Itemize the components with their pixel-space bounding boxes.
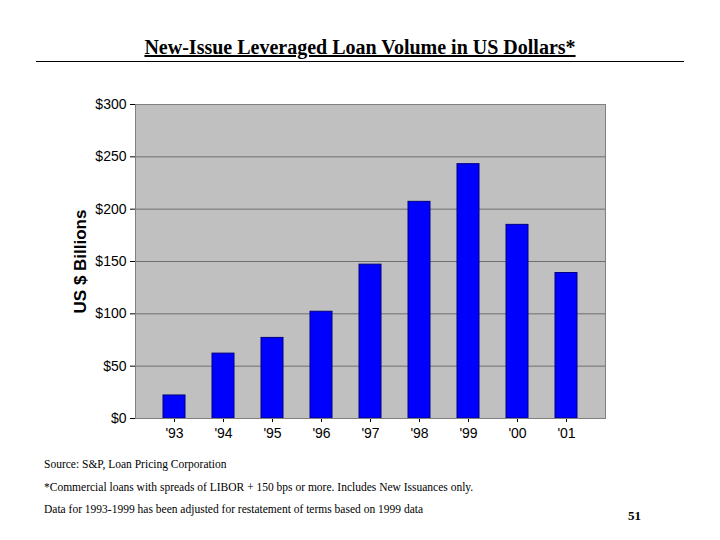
svg-text:'94: '94 <box>214 425 232 441</box>
svg-text:$100: $100 <box>95 305 126 321</box>
html-text:51: 51 <box>628 508 641 523</box>
svg-text:'01: '01 <box>557 425 575 441</box>
svg-text:US $ Billions: US $ Billions <box>71 210 90 314</box>
svg-text:'97: '97 <box>361 425 379 441</box>
html-text:Data for 1993-1999 has been ad: Data for 1993-1999 has been adjusted for… <box>44 503 424 515</box>
svg-text:'98: '98 <box>410 425 428 441</box>
svg-text:'99: '99 <box>459 425 477 441</box>
svg-text:'93: '93 <box>165 425 183 441</box>
svg-text:$0: $0 <box>111 410 127 426</box>
svg-text:$150: $150 <box>95 253 126 269</box>
svg-text:$300: $300 <box>95 96 126 112</box>
svg-text:$50: $50 <box>103 358 127 374</box>
svg-text:'96: '96 <box>312 425 330 441</box>
html-text:Source: S&P, Loan Pricing Corp: Source: S&P, Loan Pricing Corporation <box>44 458 227 470</box>
svg-text:'00: '00 <box>508 425 526 441</box>
svg-text:$200: $200 <box>95 201 126 217</box>
html-text:New-Issue Leveraged Loan Volum: New-Issue Leveraged Loan Volume in US Do… <box>144 36 576 58</box>
svg-text:$250: $250 <box>95 148 126 164</box>
svg-text:'95: '95 <box>263 425 281 441</box>
html-text:*Commercial loans with spreads: *Commercial loans with spreads of LIBOR … <box>44 480 474 493</box>
